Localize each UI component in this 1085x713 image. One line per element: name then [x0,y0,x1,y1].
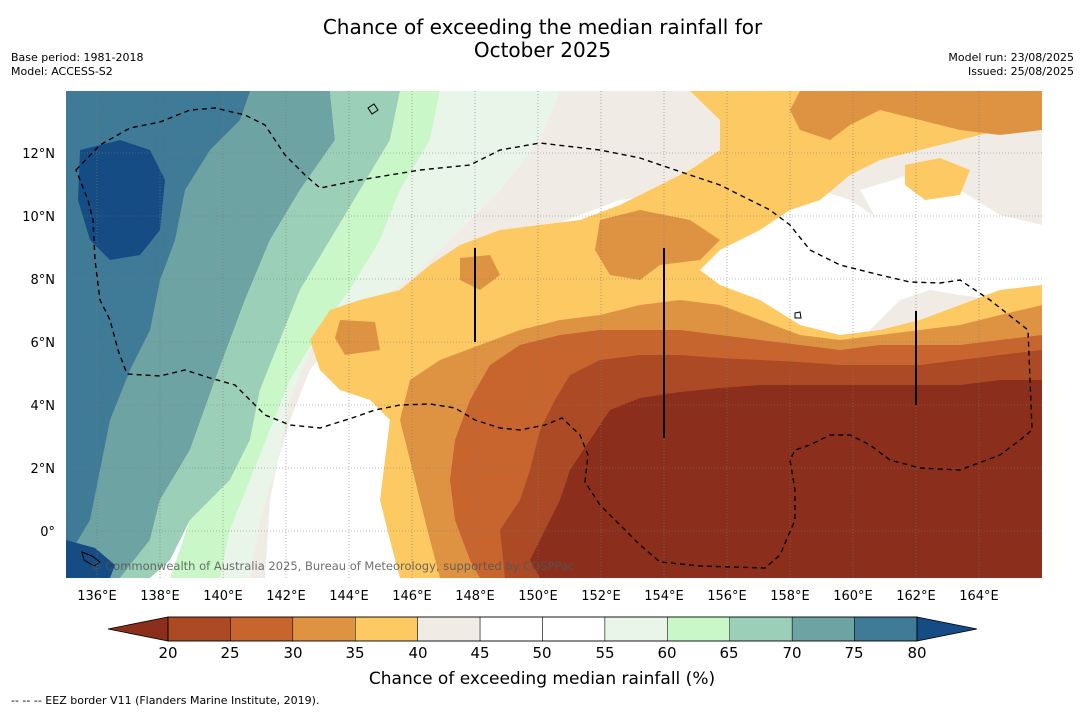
meta-right: Model run: 23/08/2025 Issued: 25/08/2025 [948,51,1074,79]
colorbar-segment [729,616,793,642]
colorbar-segment [230,616,294,642]
coastline-islands [81,103,802,567]
lat-tick: 10°N [22,210,55,225]
map-gridlines [66,91,1042,578]
lon-tick: 146°E [392,589,432,604]
meta-left: Base period: 1981-2018 Model: ACCESS-S2 [11,51,143,79]
lat-tick: 12°N [22,147,55,162]
colorbar-segment [791,616,855,642]
colorbar-tick: 25 [220,644,239,662]
field-band-40-45 [250,91,1042,578]
copyright-text: © Commonwealth of Australia 2025, Bureau… [90,559,574,573]
colorbar-segment [167,616,231,642]
lon-tick-labels: 136°E 138°E 140°E 142°E 144°E 146°E 148°… [77,589,999,604]
lat-tick-labels: 12°N 10°N 8°N 6°N 4°N 2°N 0° [22,147,55,540]
lon-tick: 152°E [581,589,621,604]
lon-tick: 162°E [896,589,936,604]
colorbar-extend-high [916,616,978,642]
field-band-45-55-mid [760,270,850,320]
colorbar-segment [854,616,918,642]
colorbar-ticks: 20 25 30 35 40 45 50 55 60 65 70 75 80 [158,644,926,662]
map-title-line1: Chance of exceeding the median rainfall … [322,15,763,39]
colorbar-segment [417,616,481,642]
lon-tick: 156°E [707,589,747,604]
field-band-30-35-west [335,320,380,355]
colorbar-tick: 35 [345,644,364,662]
colorbar-label: Chance of exceeding median rainfall (%) [369,669,715,689]
lat-tick: 0° [40,525,55,540]
lon-tick: 140°E [203,589,243,604]
colorbar-tick: 70 [782,644,801,662]
lat-tick: 8°N [31,273,56,288]
field-band-60-65 [170,91,440,578]
colorbar-tick: 75 [844,644,863,662]
field-band-30-35-north [595,210,720,280]
field-band-35-40-patch [905,158,970,200]
colorbar-extend-low [107,616,169,642]
lat-tick: 4°N [31,399,56,414]
map-vertical-marks [474,248,917,438]
colorbar-segments [167,616,918,642]
colorbar-segment [355,616,418,642]
field-band-45-55-ne [860,175,1042,270]
lon-tick: 154°E [644,589,684,604]
field-band-30-35-small [460,255,500,290]
lat-tick: 2°N [31,462,56,477]
colorbar-segment [667,616,731,642]
colorbar: 20 25 30 35 40 45 50 55 60 65 70 75 80 C… [107,616,978,689]
lon-tick: 144°E [329,589,369,604]
eez-border [75,107,1033,569]
lat-tick: 6°N [31,336,56,351]
colorbar-segment [604,616,668,642]
colorbar-segment [479,616,543,642]
colorbar-tick: 45 [470,644,489,662]
lon-tick: 150°E [518,589,558,604]
lon-tick: 158°E [770,589,810,604]
issued-date: Issued: 25/08/2025 [967,65,1074,78]
colorbar-tick: 80 [907,644,926,662]
colorbar-tick: 60 [657,644,676,662]
base-period: Base period: 1981-2018 [11,51,144,64]
lon-tick: 138°E [140,589,180,604]
colorbar-segment [542,616,606,642]
colorbar-tick: 65 [719,644,738,662]
lon-tick: 136°E [77,589,117,604]
field-band-55-60 [220,91,560,578]
map-title-line2: October 2025 [473,38,612,62]
field-band-over-80-south [66,540,115,578]
lon-tick: 160°E [833,589,873,604]
field-band-65-70 [120,91,400,578]
eez-footnote: -- -- -- EEZ border V11 (Flanders Marine… [11,694,320,707]
colorbar-frame [167,616,918,642]
model-name: Model: ACCESS-S2 [11,65,113,78]
colorbar-tick: 50 [532,644,551,662]
field-band-below-20 [530,380,1042,578]
colorbar-tick: 30 [283,644,302,662]
colorbar-tick: 55 [595,644,614,662]
colorbar-tick: 20 [158,644,177,662]
lon-tick: 148°E [455,589,495,604]
map-field: © Commonwealth of Australia 2025, Bureau… [66,91,1042,578]
lon-tick: 164°E [959,589,999,604]
colorbar-segment [292,616,356,642]
lon-tick: 142°E [266,589,306,604]
colorbar-tick: 40 [408,644,427,662]
model-run: Model run: 23/08/2025 [948,51,1074,64]
field-band-over-80 [78,140,165,260]
